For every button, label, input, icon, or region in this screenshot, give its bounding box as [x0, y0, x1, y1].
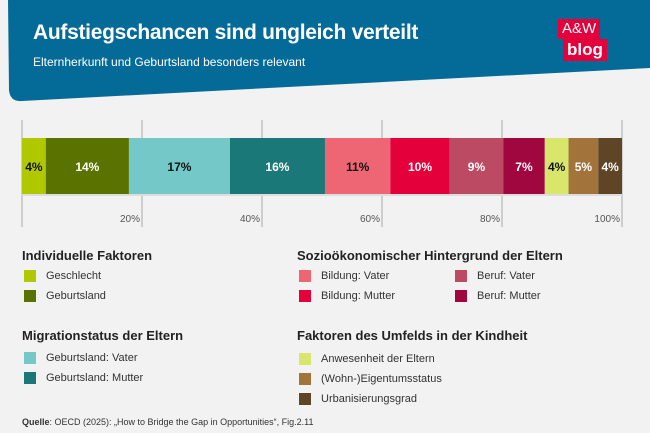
- legend-heading-individual: Individuelle Faktoren: [22, 248, 153, 263]
- logo-line1: A&W: [558, 19, 601, 39]
- data-label: 10%: [408, 160, 432, 174]
- swatch: [455, 270, 467, 282]
- legend-label: (Wohn-)Eigentumsstatus: [321, 373, 442, 385]
- legend-heading-migration: Migrationstatus der Eltern: [22, 328, 184, 343]
- header-banner: [8, 0, 650, 102]
- swatch: [299, 290, 311, 302]
- legend-item: (Wohn-)Eigentumsstatus: [299, 373, 442, 385]
- legend-heading-environment: Faktoren des Umfelds in der Kindheit: [297, 328, 528, 343]
- page-subtitle: Elternherkunft und Geburtsland besonders…: [33, 55, 306, 69]
- legend-label: Geburtsland: [46, 290, 106, 302]
- bar-segment: [229, 138, 325, 194]
- data-label: 4%: [25, 160, 43, 174]
- bar-segment: [22, 138, 46, 194]
- data-label: 17%: [167, 160, 191, 174]
- swatch: [24, 290, 36, 302]
- bar-segment: [45, 138, 129, 194]
- legend-item: Geburtsland: Vater: [24, 352, 138, 364]
- bar-segment: [598, 138, 622, 194]
- data-label: 9%: [468, 160, 486, 174]
- swatch: [24, 352, 36, 364]
- source-text: : OECD (2025): „How to Bridge the Gap in…: [49, 417, 314, 427]
- bar-segment: [128, 138, 230, 194]
- x-tick-label: 60%: [360, 214, 380, 225]
- legend-item: Geburtsland: [24, 290, 106, 302]
- bar-segment: [544, 138, 569, 194]
- bar-segment: [503, 138, 545, 194]
- aw-blog-logo: A&W blog: [558, 19, 613, 61]
- legend-label: Urbanisierungsgrad: [321, 393, 417, 405]
- data-label: 5%: [575, 160, 593, 174]
- data-label: 4%: [548, 160, 566, 174]
- legend-label: Beruf: Vater: [477, 270, 535, 282]
- x-tick-label: 80%: [480, 214, 500, 225]
- legend-label: Bildung: Vater: [321, 270, 390, 282]
- swatch: [299, 270, 311, 282]
- swatch: [299, 353, 311, 365]
- legend-item: Beruf: Vater: [455, 270, 535, 282]
- legend-label: Bildung: Mutter: [321, 290, 395, 302]
- legend-label: Geschlecht: [46, 270, 102, 282]
- data-label: 16%: [265, 160, 289, 174]
- swatch: [299, 393, 311, 405]
- source-label: Quelle: [22, 417, 50, 427]
- swatch: [24, 270, 36, 282]
- bar-segment: [324, 138, 391, 194]
- legend-label: Beruf: Mutter: [477, 290, 541, 302]
- data-label: 14%: [75, 160, 99, 174]
- swatch: [299, 373, 311, 385]
- bar-shadow: [22, 194, 622, 196]
- legend-label: Anwesenheit der Eltern: [321, 353, 435, 365]
- data-label: 4%: [601, 160, 619, 174]
- legend-item: Bildung: Mutter: [299, 290, 395, 302]
- legend-item: Geburtsland: Mutter: [24, 372, 143, 384]
- legend-item: Anwesenheit der Eltern: [299, 353, 435, 365]
- x-tick-label: 40%: [240, 214, 260, 225]
- x-tick-label: 20%: [120, 214, 140, 225]
- bar-segment: [449, 138, 504, 194]
- legend-label: Geburtsland: Mutter: [46, 372, 144, 384]
- logo-line2: blog: [563, 39, 607, 61]
- page-title: Aufstiegschancen sind ungleich verteilt: [33, 21, 419, 44]
- bar-segment: [390, 138, 450, 194]
- stacked-bar-chart: 20% 40% 60% 80% 100% 4% 14% 17% 16% 11% 10% 9% 7% 4% 5…: [21, 120, 623, 227]
- swatch: [455, 290, 467, 302]
- source-note: Quelle: OECD (2025): „How to Bridge the …: [22, 417, 313, 427]
- legend-heading-socioeconomic: Sozioökonomischer Hintergrund der Eltern: [297, 248, 563, 263]
- legend-item: Geschlecht: [24, 270, 101, 282]
- legend-item: Bildung: Vater: [299, 270, 389, 282]
- data-label: 11%: [346, 160, 370, 174]
- legend-label: Geburtsland: Vater: [46, 352, 138, 364]
- data-label: 7%: [515, 160, 533, 174]
- swatch: [24, 372, 36, 384]
- x-tick-label: 100%: [594, 214, 620, 225]
- bar-segment: [568, 138, 599, 194]
- legend-item: Urbanisierungsgrad: [299, 393, 417, 405]
- legend-item: Beruf: Mutter: [455, 290, 541, 302]
